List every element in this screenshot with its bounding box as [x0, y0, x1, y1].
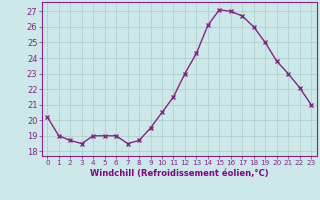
X-axis label: Windchill (Refroidissement éolien,°C): Windchill (Refroidissement éolien,°C)	[90, 169, 268, 178]
